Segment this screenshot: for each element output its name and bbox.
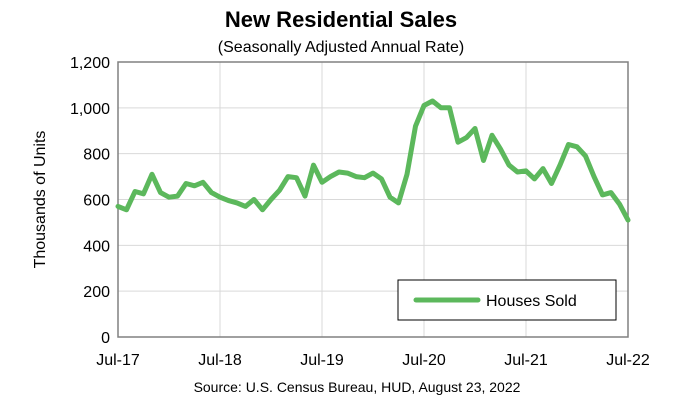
legend-box	[397, 279, 617, 321]
y-tick-label: 1,000	[70, 101, 110, 118]
x-tick-label: Jul-17	[96, 352, 140, 369]
y-tick-label: 800	[83, 147, 110, 164]
x-tick-label: Jul-18	[198, 352, 242, 369]
plot-area-frame	[117, 61, 629, 338]
y-tick-label: 1,200	[70, 55, 110, 72]
legend: Houses Sold	[397, 279, 617, 321]
legend-label-houses-sold: Houses Sold	[486, 293, 577, 310]
y-tick-label: 600	[83, 193, 110, 210]
series-line-houses-sold	[115, 98, 631, 223]
x-tick-label: Jul-20	[402, 352, 446, 369]
y-tick-label: 0	[101, 330, 110, 347]
x-tick-label: Jul-22	[606, 352, 650, 369]
y-tick-label: 400	[83, 238, 110, 255]
y-axis-ticks: 0 200 400 600 800 1,000 1,200	[70, 55, 110, 347]
source-note: Source: U.S. Census Bureau, HUD, August …	[194, 379, 521, 395]
y-tick-label: 200	[83, 284, 110, 301]
x-tick-label: Jul-21	[504, 352, 548, 369]
x-tick-label: Jul-19	[300, 352, 344, 369]
x-axis-ticks: Jul-17 Jul-18 Jul-19 Jul-20 Jul-21 Jul-22	[96, 352, 650, 369]
y-axis-title: Thousands of Units	[32, 131, 49, 269]
chart-title: New Residential Sales	[225, 7, 457, 32]
chart-subtitle: (Seasonally Adjusted Annual Rate)	[218, 39, 464, 56]
